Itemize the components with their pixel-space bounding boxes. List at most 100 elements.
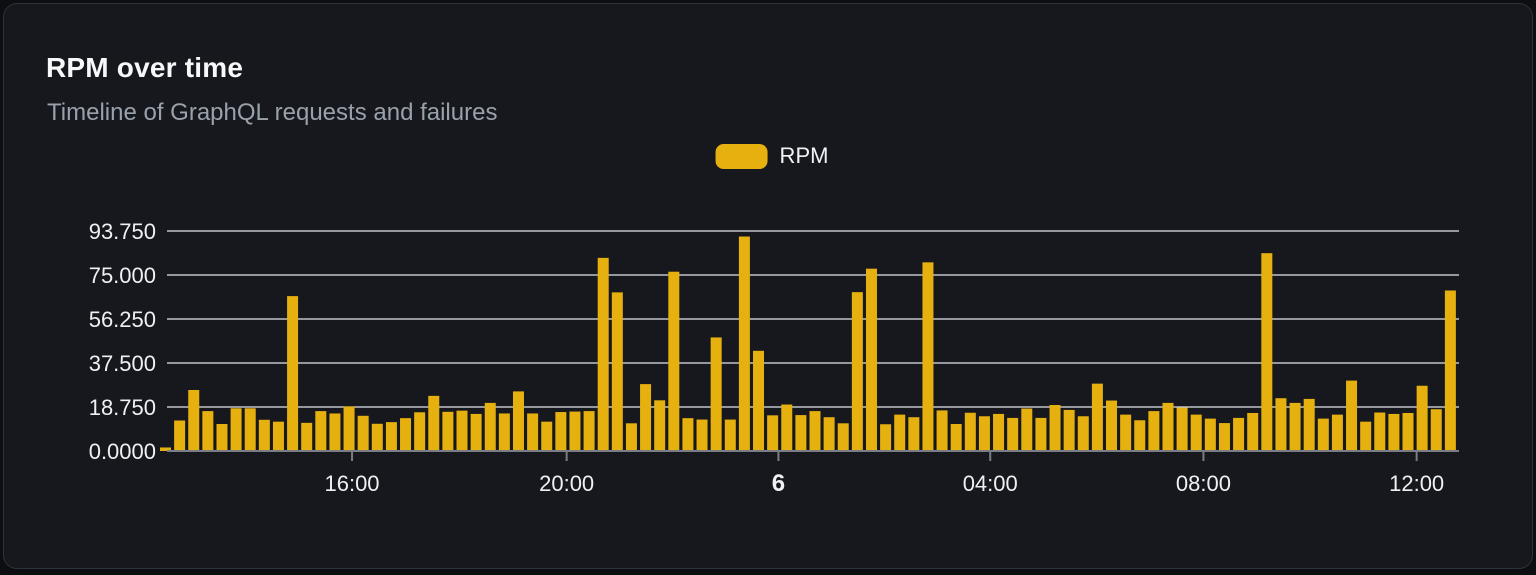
rpm-bar-69[interactable] bbox=[1134, 420, 1146, 451]
rpm-bar-42[interactable] bbox=[753, 350, 765, 451]
rpm-bar-66[interactable] bbox=[1091, 383, 1103, 451]
rpm-bar-53[interactable] bbox=[908, 417, 920, 451]
rpm-bar-35[interactable] bbox=[654, 400, 666, 451]
rpm-bar-43[interactable] bbox=[767, 415, 779, 451]
rpm-bar-83[interactable] bbox=[1331, 414, 1343, 451]
rpm-bar-90[interactable] bbox=[1430, 409, 1442, 451]
rpm-bar-11[interactable] bbox=[315, 411, 327, 451]
rpm-bar-89[interactable] bbox=[1416, 385, 1428, 451]
rpm-bar-88[interactable] bbox=[1402, 412, 1414, 451]
rpm-bar-57[interactable] bbox=[964, 412, 976, 451]
rpm-bar-27[interactable] bbox=[541, 421, 553, 451]
rpm-bar-30[interactable] bbox=[583, 411, 595, 451]
rpm-bar-22[interactable] bbox=[470, 413, 482, 451]
rpm-bar-82[interactable] bbox=[1317, 418, 1329, 451]
rpm-bar-50[interactable] bbox=[865, 268, 877, 451]
rpm-bar-24[interactable] bbox=[498, 413, 510, 451]
rpm-bar-52[interactable] bbox=[894, 414, 906, 451]
chart-title: RPM over time bbox=[46, 52, 244, 83]
rpm-bar-75[interactable] bbox=[1218, 423, 1230, 451]
rpm-bar-67[interactable] bbox=[1106, 400, 1118, 451]
rpm-bar-65[interactable] bbox=[1077, 416, 1089, 451]
rpm-bar-13[interactable] bbox=[343, 406, 355, 451]
rpm-bar-76[interactable] bbox=[1233, 417, 1245, 451]
rpm-bar-77[interactable] bbox=[1247, 412, 1259, 451]
rpm-bar-29[interactable] bbox=[569, 411, 581, 451]
rpm-bar-14[interactable] bbox=[357, 415, 369, 451]
rpm-bar-19[interactable] bbox=[428, 395, 440, 451]
legend-swatch-icon bbox=[715, 143, 768, 169]
rpm-bar-62[interactable] bbox=[1035, 417, 1047, 451]
rpm-bar-74[interactable] bbox=[1204, 418, 1216, 451]
rpm-bar-58[interactable] bbox=[978, 416, 990, 451]
rpm-bar-28[interactable] bbox=[555, 412, 567, 451]
rpm-bar-38[interactable] bbox=[696, 419, 708, 451]
rpm-bar-40[interactable] bbox=[724, 419, 736, 451]
rpm-bar-79[interactable] bbox=[1275, 398, 1287, 451]
rpm-bar-78[interactable] bbox=[1261, 253, 1273, 451]
rpm-bar-0[interactable] bbox=[160, 447, 171, 451]
rpm-bar-45[interactable] bbox=[795, 415, 807, 451]
y-axis-label: 0.0000 bbox=[89, 439, 156, 464]
rpm-bar-91[interactable] bbox=[1444, 290, 1456, 451]
rpm-bar-60[interactable] bbox=[1007, 417, 1019, 451]
rpm-bar-86[interactable] bbox=[1374, 412, 1386, 451]
rpm-bar-32[interactable] bbox=[611, 292, 623, 451]
rpm-bar-48[interactable] bbox=[837, 423, 849, 451]
rpm-bar-46[interactable] bbox=[809, 411, 821, 451]
rpm-bar-9[interactable] bbox=[287, 296, 299, 451]
rpm-bar-25[interactable] bbox=[512, 391, 524, 451]
rpm-bar-85[interactable] bbox=[1360, 421, 1372, 451]
rpm-bar-5[interactable] bbox=[230, 408, 242, 451]
rpm-bar-47[interactable] bbox=[823, 417, 835, 451]
rpm-bar-37[interactable] bbox=[682, 418, 694, 451]
rpm-bar-68[interactable] bbox=[1120, 414, 1132, 451]
rpm-bar-71[interactable] bbox=[1162, 402, 1174, 451]
rpm-bar-20[interactable] bbox=[442, 411, 454, 451]
rpm-bar-34[interactable] bbox=[640, 384, 652, 451]
rpm-bar-15[interactable] bbox=[371, 423, 383, 451]
rpm-bar-51[interactable] bbox=[880, 424, 892, 451]
rpm-bar-55[interactable] bbox=[936, 410, 948, 451]
rpm-bar-21[interactable] bbox=[456, 410, 468, 451]
rpm-bar-59[interactable] bbox=[993, 413, 1005, 451]
rpm-bar-12[interactable] bbox=[329, 413, 341, 451]
rpm-bar-26[interactable] bbox=[527, 413, 539, 451]
rpm-bar-63[interactable] bbox=[1049, 405, 1061, 451]
rpm-bar-1[interactable] bbox=[174, 420, 186, 451]
rpm-bar-31[interactable] bbox=[597, 257, 609, 451]
rpm-bar-39[interactable] bbox=[710, 337, 722, 451]
rpm-bar-8[interactable] bbox=[272, 421, 284, 451]
rpm-bar-73[interactable] bbox=[1190, 414, 1202, 451]
rpm-bar-72[interactable] bbox=[1176, 407, 1188, 451]
rpm-bar-61[interactable] bbox=[1021, 408, 1033, 451]
rpm-bar-10[interactable] bbox=[301, 422, 313, 451]
rpm-bar-70[interactable] bbox=[1148, 411, 1160, 451]
rpm-bar-4[interactable] bbox=[216, 424, 228, 451]
y-axis-label: 37.500 bbox=[89, 351, 156, 376]
y-axis-label: 56.250 bbox=[89, 307, 156, 332]
rpm-bar-87[interactable] bbox=[1388, 413, 1400, 451]
rpm-bar-81[interactable] bbox=[1303, 398, 1315, 451]
rpm-bar-16[interactable] bbox=[385, 422, 397, 451]
rpm-bar-36[interactable] bbox=[668, 271, 680, 451]
x-axis-label: 12:00 bbox=[1389, 471, 1444, 496]
rpm-bar-64[interactable] bbox=[1063, 409, 1075, 451]
rpm-bar-56[interactable] bbox=[950, 424, 962, 451]
rpm-bar-41[interactable] bbox=[738, 236, 750, 451]
rpm-bar-49[interactable] bbox=[851, 292, 863, 451]
rpm-bar-80[interactable] bbox=[1289, 402, 1301, 451]
rpm-bar-7[interactable] bbox=[258, 419, 270, 451]
rpm-bar-17[interactable] bbox=[400, 418, 412, 451]
rpm-bar-54[interactable] bbox=[922, 262, 934, 451]
rpm-bar-18[interactable] bbox=[414, 412, 426, 451]
rpm-bar-23[interactable] bbox=[484, 402, 496, 451]
rpm-bar-3[interactable] bbox=[202, 411, 214, 451]
rpm-bar-44[interactable] bbox=[781, 404, 793, 451]
rpm-bar-6[interactable] bbox=[244, 408, 256, 451]
rpm-bar-84[interactable] bbox=[1346, 380, 1358, 451]
legend[interactable]: RPM bbox=[715, 143, 829, 169]
rpm-bar-2[interactable] bbox=[188, 389, 200, 451]
legend-label: RPM bbox=[779, 143, 829, 168]
rpm-bar-33[interactable] bbox=[625, 423, 637, 451]
